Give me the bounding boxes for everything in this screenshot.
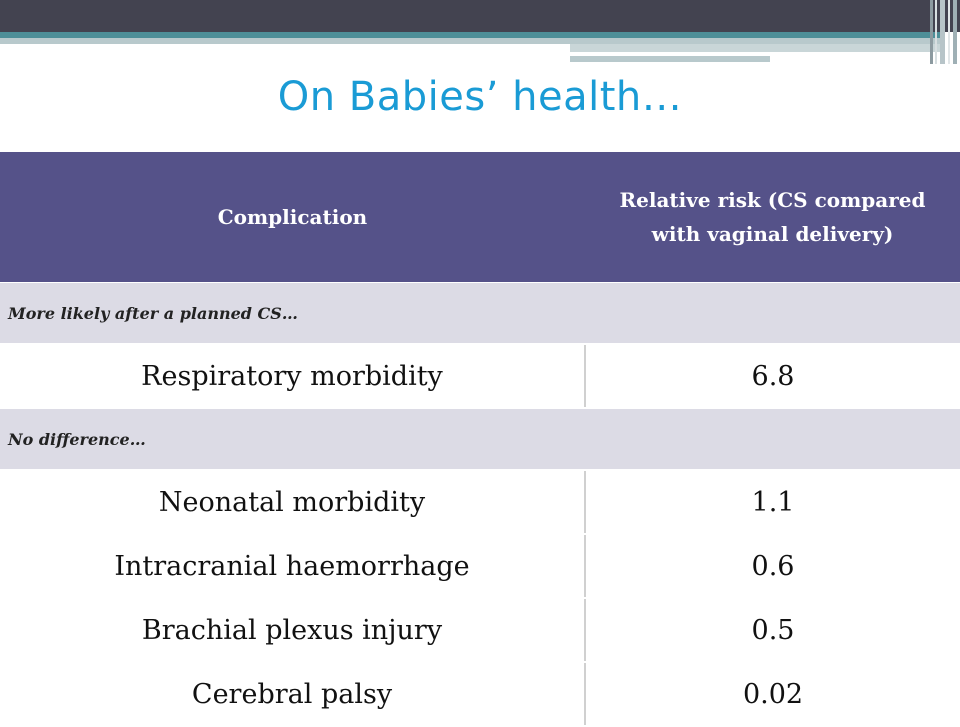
section-row: More likely after a planned CS… xyxy=(0,282,960,345)
decorative-line xyxy=(570,56,770,62)
risk-cell: 0.02 xyxy=(585,661,960,727)
complication-cell: Respiratory morbidity xyxy=(0,343,586,409)
risk-cell: 0.5 xyxy=(585,597,960,663)
decorative-line xyxy=(0,38,940,44)
table-row: Respiratory morbidity 6.8 xyxy=(0,343,960,409)
decorative-line xyxy=(570,44,940,52)
complication-cell: Cerebral palsy xyxy=(0,661,586,727)
table-row: Neonatal morbidity 1.1 xyxy=(0,469,960,535)
section-row: No difference… xyxy=(0,407,960,471)
table-header-row: Complication Relative risk (CS compared … xyxy=(0,152,960,283)
risk-table: Complication Relative risk (CS compared … xyxy=(0,152,960,727)
table-row: Intracranial haemorrhage 0.6 xyxy=(0,533,960,599)
risk-cell: 6.8 xyxy=(585,343,960,409)
complication-cell: Neonatal morbidity xyxy=(0,469,586,535)
section-label: No difference… xyxy=(0,407,960,471)
decorative-stripes xyxy=(930,0,960,64)
slide-title: On Babies’ health… xyxy=(277,74,683,120)
table-row: Brachial plexus injury 0.5 xyxy=(0,597,960,663)
top-decorative-band xyxy=(0,0,960,32)
complication-cell: Brachial plexus injury xyxy=(0,597,586,663)
risk-cell: 1.1 xyxy=(585,469,960,535)
risk-cell: 0.6 xyxy=(585,533,960,599)
table-row: Cerebral palsy 0.02 xyxy=(0,661,960,727)
section-label: More likely after a planned CS… xyxy=(0,282,960,345)
column-header-complication: Complication xyxy=(0,152,585,283)
complication-cell: Intracranial haemorrhage xyxy=(0,533,586,599)
column-header-relative-risk: Relative risk (CS compared with vaginal … xyxy=(585,152,960,283)
accent-line xyxy=(0,32,940,38)
